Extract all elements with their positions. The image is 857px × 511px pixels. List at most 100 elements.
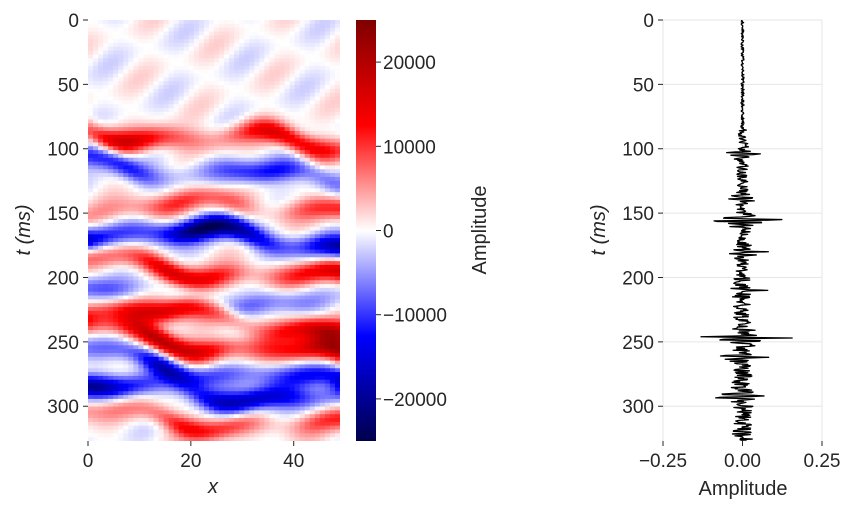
heatmap-cell xyxy=(244,173,250,178)
heatmap-cell xyxy=(198,23,205,29)
heatmap-cell xyxy=(138,165,145,170)
heatmap-cell xyxy=(118,383,124,389)
heatmap-cell xyxy=(153,134,160,140)
heatmap-cell xyxy=(133,230,139,235)
heatmap-cell xyxy=(239,42,245,48)
heatmap-cell xyxy=(153,157,160,163)
heatmap-cell xyxy=(319,142,326,147)
heatmap-cell xyxy=(118,398,124,404)
heatmap-cell xyxy=(198,310,205,316)
heatmap-cell xyxy=(178,192,185,197)
heatmap-cell xyxy=(158,272,165,278)
heatmap-cell xyxy=(319,249,326,255)
heatmap-cell xyxy=(229,272,235,278)
heatmap-cell xyxy=(123,69,129,75)
heatmap-cell xyxy=(133,261,139,266)
heatmap-cell xyxy=(198,119,205,124)
heatmap-cell xyxy=(108,303,114,308)
heatmap-cell xyxy=(329,27,336,33)
heatmap-cell xyxy=(158,104,165,109)
heatmap-cell xyxy=(168,77,175,82)
heatmap-cell xyxy=(264,287,271,293)
heatmap-cell xyxy=(309,364,316,369)
heatmap-cell xyxy=(214,138,220,144)
heatmap-cell xyxy=(118,73,124,79)
heatmap-cell xyxy=(309,50,316,56)
heatmap-cell xyxy=(309,272,316,278)
heatmap-cell xyxy=(334,330,340,335)
heatmap-cell xyxy=(294,153,301,159)
heatmap-cell xyxy=(259,245,265,251)
heatmap-cell xyxy=(224,387,230,392)
heatmap-cell xyxy=(284,142,291,147)
heatmap-cell xyxy=(158,92,165,98)
heatmap-cell xyxy=(118,157,124,163)
heatmap-cell xyxy=(224,364,230,369)
heatmap-cell xyxy=(158,375,165,381)
heatmap-cell xyxy=(219,73,225,79)
heatmap-cell xyxy=(143,372,150,377)
heatmap-cell xyxy=(274,330,281,335)
heatmap-cell xyxy=(113,322,119,327)
heatmap-cell xyxy=(289,111,296,117)
heatmap-cell xyxy=(153,188,160,193)
heatmap-cell xyxy=(264,35,271,40)
heatmap-cell xyxy=(158,77,165,82)
heatmap-cell xyxy=(249,199,255,205)
heatmap-cell xyxy=(214,322,220,327)
heatmap-cell xyxy=(314,130,321,136)
heatmap-cell xyxy=(148,77,155,82)
heatmap-cell xyxy=(294,245,301,251)
heatmap-cell xyxy=(173,23,180,29)
heatmap-cell xyxy=(249,333,255,339)
heatmap-cell xyxy=(239,219,245,224)
heatmap-cell xyxy=(188,364,195,369)
heatmap-cell xyxy=(294,165,301,170)
heatmap-cell xyxy=(198,100,205,105)
heatmap-cell xyxy=(133,379,139,385)
heatmap-cell xyxy=(239,173,245,178)
heatmap-cell xyxy=(128,268,134,274)
heatmap-cell xyxy=(224,238,230,243)
heatmap-cell xyxy=(334,349,340,354)
heatmap-cell xyxy=(324,203,331,209)
heatmap-cell xyxy=(299,261,306,266)
heatmap-cell xyxy=(193,134,200,140)
heatmap-cell xyxy=(198,383,205,389)
heatmap-cell xyxy=(123,176,129,182)
heatmap-cell xyxy=(118,226,124,232)
heatmap-cell xyxy=(294,150,301,155)
heatmap-cell xyxy=(173,330,180,335)
heatmap-cell xyxy=(183,241,190,247)
heatmap-cell xyxy=(309,180,316,186)
heatmap-cell xyxy=(244,249,250,255)
heatmap-cell xyxy=(128,341,134,346)
heatmap-cell xyxy=(214,318,220,323)
heatmap-cell xyxy=(178,161,185,167)
heatmap-cell xyxy=(334,379,340,385)
heatmap-cell xyxy=(138,215,145,220)
heatmap-cell xyxy=(208,272,215,278)
heatmap-cell xyxy=(133,326,139,331)
heatmap-cell xyxy=(234,127,240,132)
heatmap-cell xyxy=(133,222,139,228)
heatmap-cell xyxy=(334,352,340,358)
heatmap-cell xyxy=(229,356,235,362)
heatmap-cell xyxy=(148,341,155,346)
heatmap-cell xyxy=(239,238,245,243)
heatmap-cell xyxy=(284,161,291,167)
heatmap-cell xyxy=(128,188,134,193)
heatmap-cell xyxy=(193,50,200,56)
heatmap-cell xyxy=(304,303,311,308)
heatmap-cell xyxy=(304,349,311,354)
heatmap-cell xyxy=(334,130,340,136)
heatmap-cell xyxy=(103,42,109,48)
heatmap-cell xyxy=(188,230,195,235)
heatmap-cell xyxy=(103,157,109,163)
heatmap-cell xyxy=(168,337,175,343)
heatmap-cell xyxy=(138,35,145,40)
heatmap-cell xyxy=(143,333,150,339)
heatmap-cell xyxy=(229,372,235,377)
heatmap-cell xyxy=(279,54,286,59)
heatmap-cell xyxy=(224,39,230,44)
